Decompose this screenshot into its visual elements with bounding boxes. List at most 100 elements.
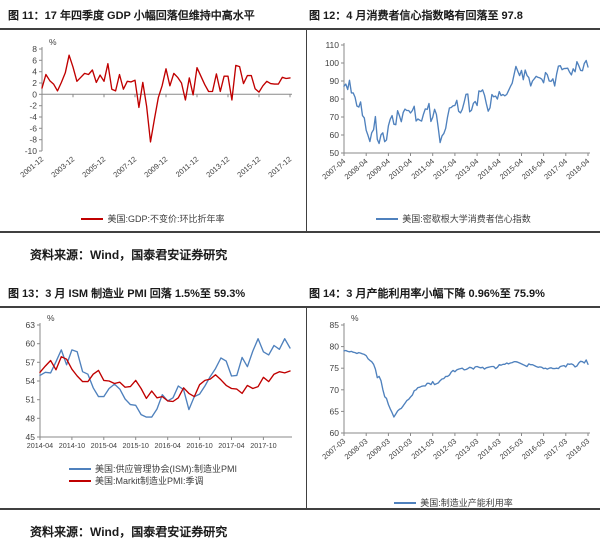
legend-line-swatch [69,468,91,470]
y-tick-label: 60 [329,428,339,438]
y-tick-label: 51 [26,395,36,405]
y-tick-label: 50 [329,148,339,158]
series-line [41,54,291,143]
figure-plot: 85 80 75 70 65 60% 2007-032008-032009-032010-0… [320,313,591,462]
y-tick-label: 54 [26,376,36,386]
legend-line-swatch [69,480,91,482]
x-tick-label: 2018-03 [564,437,591,462]
legend-line-swatch [394,502,417,504]
x-tick-label: 2008-03 [342,437,369,462]
x-tick-label: 2003-12 [49,155,76,180]
x-tick-label: 2007-04 [320,157,347,182]
x-tick-label: 2018-04 [564,157,591,182]
x-tick-label: 2017-04 [542,157,569,182]
y-tick-label: 100 [324,58,338,68]
legend-entry: 美国:制造业产能利用率 [394,497,513,508]
x-tick-label: 2015-03 [497,437,524,462]
y-tick-label: -8 [29,135,37,145]
figure-plot: 63 60 57 54 51 48 45% 2014-04 2014-10 2015-04 2015… [26,313,292,450]
legend-entry: 美国:Markit制造业PMI:季调 [69,475,237,487]
x-tick-label: 2013-03 [453,437,480,462]
y-tick-label: 63 [26,320,36,330]
y-tick-label: 80 [329,94,339,104]
y-tick-label: -4 [29,112,37,122]
legend-label: 美国:制造业产能利用率 [420,498,513,508]
x-tick-label: 2015-04 [91,441,117,450]
figure-14-title: 图 14：3 月产能利用率小幅下降 0.96%至 75.9% [309,288,545,300]
figure-13-chart: 63 60 57 54 51 48 45% 2014-04 2014-10 2015-04 2015… [0,308,307,508]
legend-entry: 美国:密歇根大学消费者信心指数 [376,213,531,225]
x-tick-label: 2017-10 [250,441,276,450]
y-tick-label: 2 [32,78,37,88]
legend-entry: 美国:供应管理协会(ISM):制造业PMI [69,463,237,475]
y-tick-label: 57 [26,357,36,367]
y-tick-label: 85 [329,320,339,330]
figure-11-title: 图 11：17 年四季度 GDP 小幅回落但维持中高水平 [8,10,255,22]
x-tick-label: 2015-12 [235,155,262,180]
x-tick-label: 2016-04 [520,157,547,182]
figure-11-chart: 8 6 4 2 0 -2 -4 -6 -8 -10% 2001-12 2003-12 2005-12 20… [0,30,307,231]
y-tick-label: 4 [32,67,37,77]
y-tick-label: 6 [32,55,37,65]
y-unit-label: % [47,313,55,323]
y-tick-label: 0 [32,89,37,99]
x-tick-label: 2005-12 [80,155,107,180]
x-tick-label: 2010-04 [386,157,413,182]
figure-plot: 11010090807060502007-042008-042009-04201… [320,40,591,182]
y-tick-label: 110 [325,40,339,50]
legend-entry: 美国:GDP:不变价:环比折年率 [81,213,225,225]
y-tick-label: 48 [26,413,36,423]
source-note: 资料来源：Wind，国泰君安证券研究 [30,248,228,262]
y-unit-label: % [49,37,57,47]
x-tick-label: 2012-03 [431,437,458,462]
x-tick-label: 2014-10 [59,441,85,450]
x-tick-label: 2016-03 [520,437,547,462]
legend-label: 美国:Markit制造业PMI:季调 [95,476,204,486]
source-row-top: 资料来源：Wind，国泰君安证券研究 [0,233,600,278]
x-tick-label: 2009-12 [142,155,169,180]
series-line [39,356,291,403]
x-tick-label: 2010-03 [386,437,413,462]
legend-label: 美国:供应管理协会(ISM):制造业PMI [95,464,237,474]
chart-legend: 美国:GDP:不变价:环比折年率 [81,213,225,225]
figure-14-chart: 85 80 75 70 65 60% 2007-03 2008-03 2009-03 2010-0… [307,308,600,508]
x-tick-label: 2015-04 [497,157,524,182]
x-tick-label: 2011-12 [174,155,200,179]
x-tick-label: 2007-03 [320,437,347,462]
charts-row-bottom: 63 60 57 54 51 48 45% 2014-04 2014-10 2015-04 2015… [0,308,600,510]
source-row-bottom: 资料来源：Wind，国泰君安证券研究 [0,510,600,555]
legend-label: 美国:密歇根大学消费者信心指数 [402,214,531,224]
x-tick-label: 2007-12 [111,155,138,180]
x-tick-label: 2011-04 [409,157,435,181]
y-unit-label: % [351,313,359,323]
series-line [342,349,589,418]
x-tick-label: 2016-10 [186,441,212,450]
legend-line-swatch [81,218,104,220]
x-tick-label: 2001-12 [18,155,45,180]
x-tick-label: 2008-04 [342,157,369,182]
y-tick-label: 90 [329,76,339,86]
y-tick-label: 45 [26,432,36,442]
y-tick-label: -6 [29,123,37,133]
legend-line-swatch [376,218,399,220]
y-tick-label: -2 [29,101,37,111]
x-tick-label: 2014-04 [27,441,53,450]
y-tick-label: 80 [329,342,339,352]
series-line [39,338,291,418]
x-tick-label: 2014-03 [475,437,502,462]
figure-titles-bottom: 图 13：3 月 ISM 制造业 PMI 回落 1.5%至 59.3% 图 14… [0,278,600,308]
y-tick-label: 60 [26,339,36,349]
chart-legend: 美国:供应管理协会(ISM):制造业PMI 美国:Markit制造业PMI:季调 [69,463,237,487]
x-tick-label: 2009-03 [364,437,391,462]
x-tick-label: 2014-04 [475,157,502,182]
x-tick-label: 2017-03 [542,437,569,462]
figure-13-title: 图 13：3 月 ISM 制造业 PMI 回落 1.5%至 59.3% [8,288,246,300]
x-tick-label: 2017-12 [266,155,293,180]
x-tick-label: 2017-04 [218,441,244,450]
x-tick-label: 2009-04 [364,157,391,182]
series-line [342,59,589,145]
figure-titles-top: 图 11：17 年四季度 GDP 小幅回落但维持中高水平 图 12：4 月消费者… [0,0,600,30]
y-tick-label: 60 [329,130,339,140]
